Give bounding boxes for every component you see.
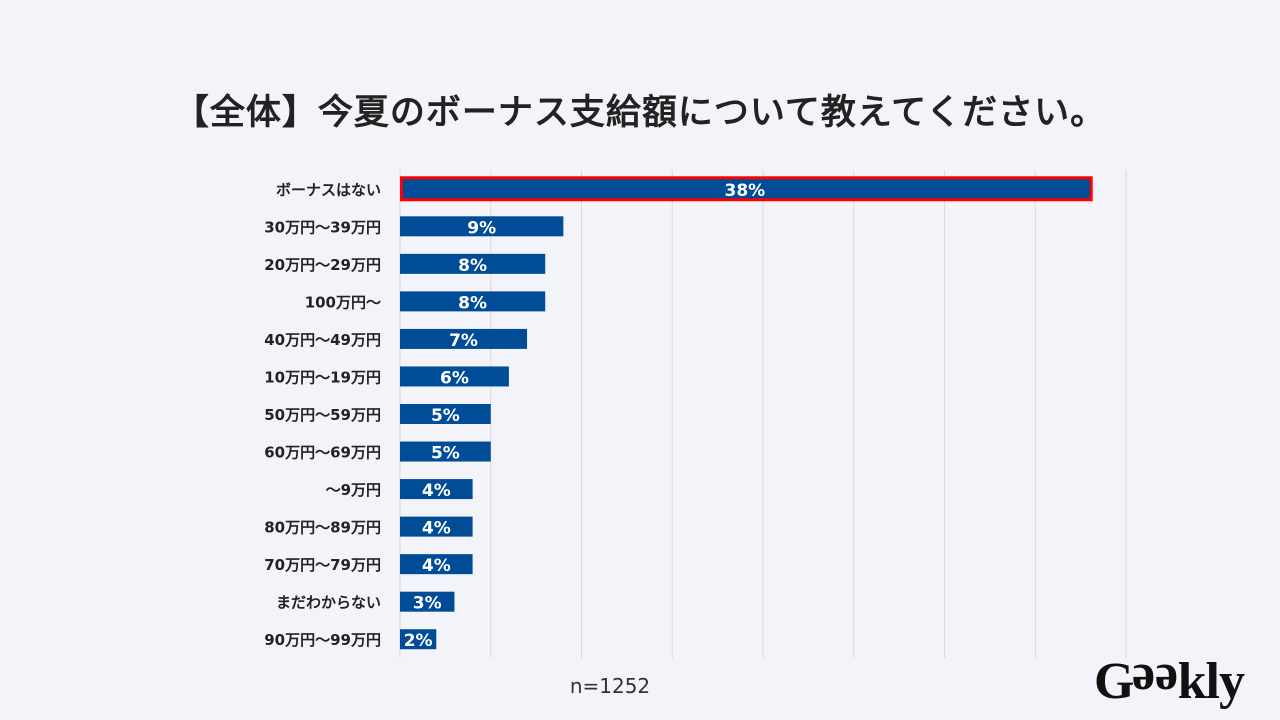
category-label: 50万円～59万円 <box>264 406 381 424</box>
bar <box>400 479 473 500</box>
category-label: まだわからない <box>276 594 381 612</box>
category-label: 30万円～39万円 <box>264 218 381 236</box>
data-label: 38% <box>724 181 765 201</box>
sample-size-note: n=1252 <box>569 674 651 698</box>
data-label: 4% <box>422 519 451 539</box>
category-label: 80万円～89万円 <box>264 519 381 537</box>
category-label: 70万円～79万円 <box>264 556 381 574</box>
category-label: 60万円～69万円 <box>264 444 381 462</box>
bar <box>400 516 473 537</box>
bar <box>400 216 564 237</box>
bar <box>400 328 528 349</box>
data-label: 8% <box>458 256 487 276</box>
chart-title: 【全体】今夏のボーナス支給額について教えてください。 <box>173 93 1107 133</box>
bar <box>400 366 509 387</box>
category-label: ボーナスはない <box>276 181 381 199</box>
data-label: 2% <box>404 631 433 651</box>
category-label: 90万円～99万円 <box>264 631 381 649</box>
category-label: 40万円～49万円 <box>264 331 381 349</box>
category-label: 20万円～29万円 <box>264 256 381 274</box>
bar <box>400 554 473 575</box>
category-label: 10万円～19万円 <box>264 368 381 386</box>
bar <box>400 591 455 612</box>
category-label: ～9万円 <box>326 481 381 499</box>
data-label: 3% <box>413 594 442 614</box>
bar <box>400 176 1093 202</box>
data-label: 9% <box>467 218 496 238</box>
data-label: 6% <box>440 368 469 388</box>
bar <box>400 441 491 462</box>
bar <box>400 404 491 424</box>
bar <box>400 253 546 274</box>
data-label: 5% <box>431 406 460 426</box>
data-label: 7% <box>449 331 478 351</box>
data-label: 8% <box>458 293 487 313</box>
bar <box>400 629 437 650</box>
bar <box>400 291 546 312</box>
data-label: 5% <box>431 444 460 464</box>
geekly-logo: Geekly <box>1094 653 1245 710</box>
category-label: 100万円～ <box>305 293 381 311</box>
data-label: 4% <box>422 481 451 501</box>
data-label: 4% <box>422 556 451 576</box>
